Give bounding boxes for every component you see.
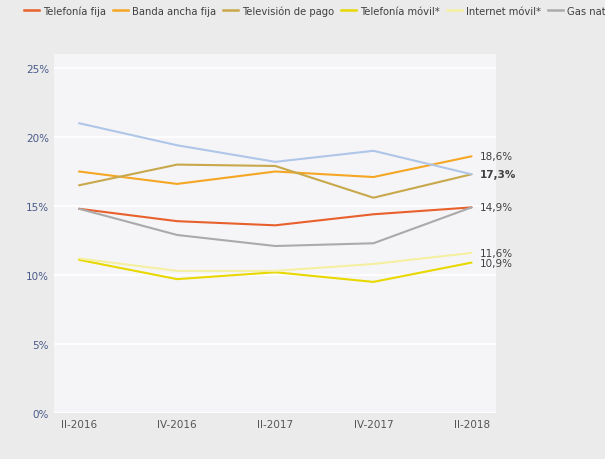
Text: 14,9%: 14,9% xyxy=(480,203,513,213)
Text: 10,9%: 10,9% xyxy=(480,258,513,268)
Legend: Telefonía fija, Banda ancha fija, Televisión de pago, Telefonía móvil*, Internet: Telefonía fija, Banda ancha fija, Televi… xyxy=(24,6,605,17)
Text: 17,3%: 17,3% xyxy=(480,170,516,180)
Text: 18,6%: 18,6% xyxy=(480,152,513,162)
Text: 11,6%: 11,6% xyxy=(480,248,513,258)
